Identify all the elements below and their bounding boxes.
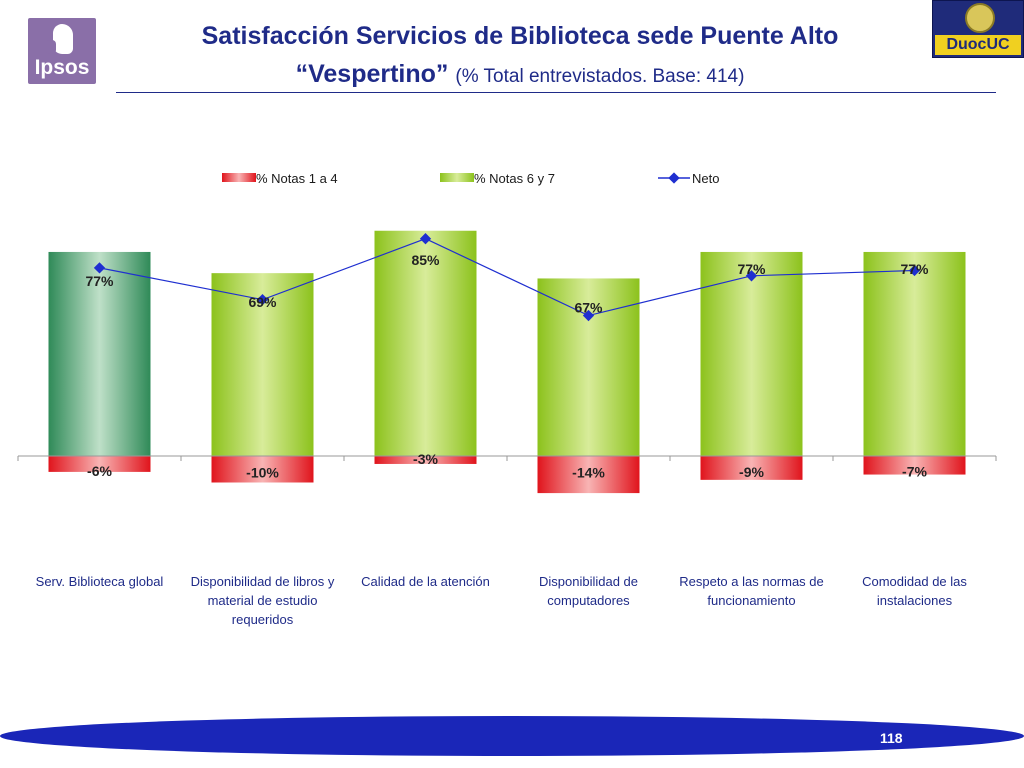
page-number: 118 bbox=[880, 730, 903, 746]
bar-notas-1-4 bbox=[863, 456, 966, 475]
category-label: Disponibilidad de libros y bbox=[191, 574, 335, 589]
data-labels: 77% -6% 69% -10% 85% -3% 67% -14% 77% -9% 77% -7% bbox=[85, 252, 929, 481]
data-label-notas-6-7: 67% bbox=[574, 299, 603, 315]
category-label: funcionamiento bbox=[707, 593, 795, 608]
data-label-notas-1-4: -9% bbox=[739, 464, 764, 480]
neto-series-line bbox=[99, 238, 915, 317]
legend-label-notas-6-7: % Notas 6 y 7 bbox=[474, 171, 555, 186]
title-divider bbox=[116, 92, 996, 93]
neto-point bbox=[745, 270, 758, 282]
category-label: Calidad de la atención bbox=[361, 574, 490, 589]
duoc-seal-icon bbox=[965, 3, 995, 33]
category-label: Serv. Biblioteca global bbox=[36, 574, 164, 589]
category-label: computadores bbox=[547, 593, 630, 608]
subtitle-base: (% Total entrevistados. Base: 414) bbox=[455, 66, 745, 87]
satisfaction-chart: % Notas 1 a 4 % Notas 6 y 7 Neto 77% -6% 69%… bbox=[17, 171, 997, 627]
bar-notas-1-4 bbox=[537, 456, 640, 494]
data-label-notas-1-4: -7% bbox=[902, 463, 927, 479]
legend-swatch-notas-1-4 bbox=[222, 173, 256, 182]
duoc-logo: DuocUC bbox=[932, 0, 1024, 58]
data-label-notas-1-4: -6% bbox=[87, 463, 112, 479]
neto-point bbox=[256, 293, 269, 306]
legend-label-neto: Neto bbox=[692, 171, 719, 186]
bar-notas-6-7 bbox=[537, 278, 640, 456]
legend-label-notas-1-4: % Notas 1 a 4 bbox=[256, 171, 338, 186]
legend-marker-neto bbox=[668, 172, 680, 184]
data-label-notas-6-7: 69% bbox=[248, 294, 277, 310]
category-label: Respeto a las normas de bbox=[679, 574, 824, 589]
legend-swatch-notas-6-7 bbox=[440, 173, 474, 182]
category-labels: Serv. Biblioteca global Disponibilidad de… bbox=[36, 574, 968, 627]
bars bbox=[48, 230, 966, 494]
bar-notas-6-7 bbox=[374, 230, 477, 456]
page-subtitle: “Vespertino” (% Total entrevistados. Bas… bbox=[110, 60, 930, 89]
category-label: material de estudio bbox=[208, 593, 318, 608]
data-label-notas-6-7: 77% bbox=[737, 261, 766, 277]
bar-notas-1-4 bbox=[48, 456, 151, 472]
bar-notas-1-4 bbox=[700, 456, 803, 480]
x-axis bbox=[17, 455, 997, 461]
data-label-notas-6-7: 85% bbox=[411, 252, 440, 268]
duoc-logo-text: DuocUC bbox=[935, 35, 1021, 55]
category-label: requeridos bbox=[232, 612, 294, 627]
bar-notas-6-7 bbox=[863, 251, 966, 456]
category-label: Disponibilidad de bbox=[539, 574, 638, 589]
data-label-notas-6-7: 77% bbox=[85, 273, 114, 289]
category-label: Comodidad de las bbox=[862, 574, 967, 589]
ipsos-head-icon bbox=[53, 24, 73, 54]
data-label-notas-1-4: -10% bbox=[246, 465, 279, 481]
neto-point bbox=[582, 309, 595, 322]
ipsos-logo-text: Ipsos bbox=[34, 56, 90, 79]
bar-notas-1-4 bbox=[374, 456, 477, 464]
legend: % Notas 1 a 4 % Notas 6 y 7 Neto bbox=[222, 171, 719, 186]
bar-notas-6-7 bbox=[700, 251, 803, 456]
neto-point bbox=[908, 264, 921, 277]
category-label: instalaciones bbox=[877, 593, 953, 608]
footer-bar bbox=[0, 716, 1024, 756]
bar-notas-1-4 bbox=[211, 456, 314, 483]
data-label-notas-1-4: -3% bbox=[413, 451, 438, 467]
ipsos-logo: Ipsos bbox=[28, 18, 96, 84]
page-title: Satisfacción Servicios de Biblioteca sed… bbox=[201, 22, 839, 50]
subtitle-main: “Vespertino” bbox=[295, 60, 449, 88]
data-label-notas-6-7: 77% bbox=[900, 261, 929, 277]
neto-point bbox=[419, 233, 432, 245]
data-label-notas-1-4: -14% bbox=[572, 465, 605, 481]
bar-notas-6-7 bbox=[48, 251, 151, 456]
